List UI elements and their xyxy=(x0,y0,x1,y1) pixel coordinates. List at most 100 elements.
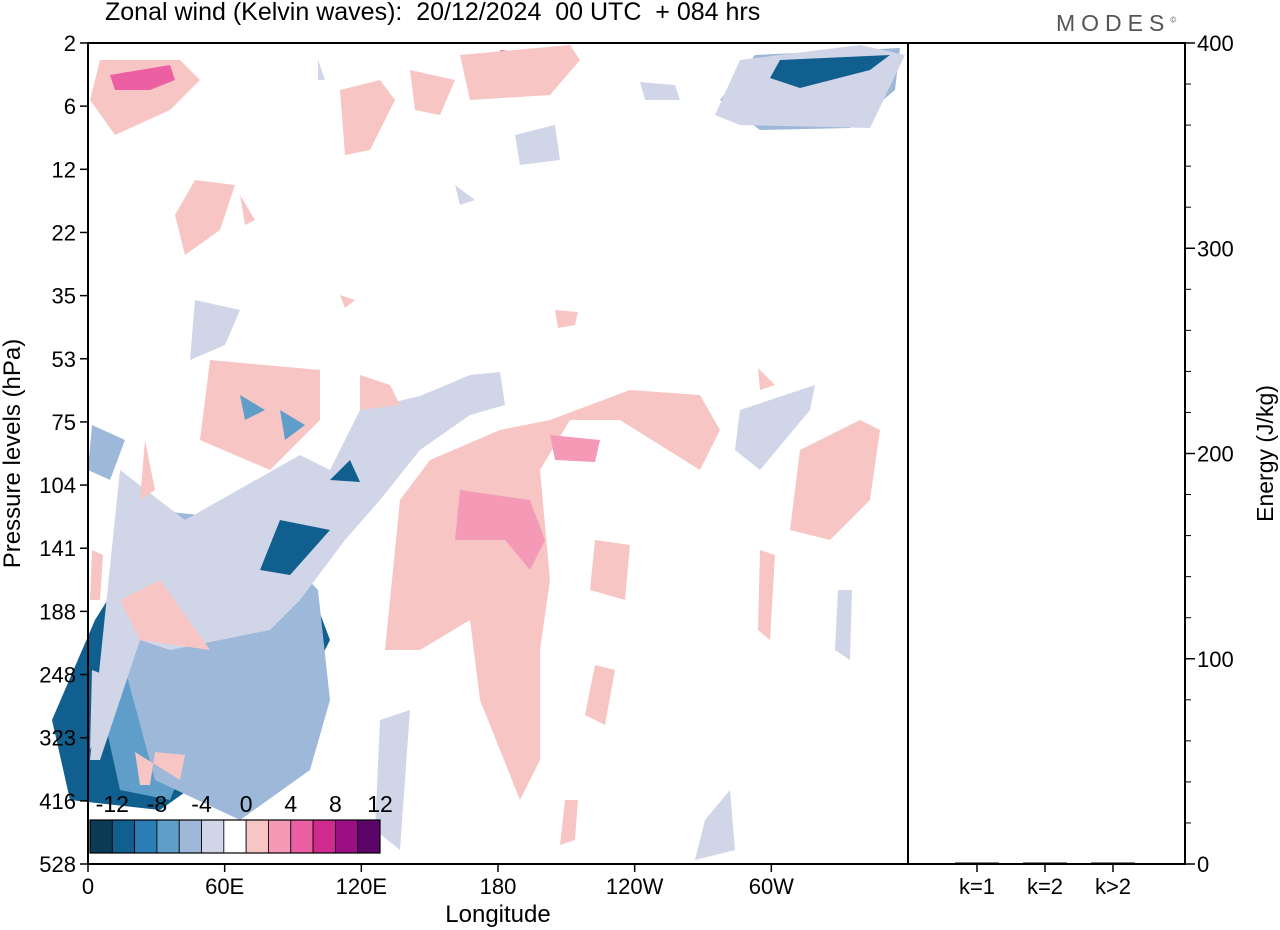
y-tick-label: 323 xyxy=(39,726,76,751)
colorbar-label: 12 xyxy=(367,791,393,817)
colorbar-label: 0 xyxy=(240,791,253,817)
contour-region xyxy=(790,420,880,540)
x-tick-label: 180 xyxy=(480,874,517,899)
colorbar-swatch xyxy=(268,819,292,854)
colorbar-swatch xyxy=(111,819,136,854)
colorbar-swatch xyxy=(156,819,180,854)
contour-region xyxy=(240,395,265,420)
colorbar-swatch xyxy=(89,819,113,854)
energy-tick-label: 400 xyxy=(1197,31,1234,56)
x-tick-label: 120E xyxy=(336,874,387,899)
energy-axis-label: Energy (J/kg) xyxy=(1252,385,1278,522)
energy-bar xyxy=(955,862,999,864)
y-tick-label: 35 xyxy=(52,284,76,309)
energy-tick-label: 300 xyxy=(1197,236,1234,261)
axes: 0 60E 120E 180 120W 60W 2 6 12 22 35 53 75 104 141 188 2… xyxy=(0,31,1278,928)
x-tick-label: 60W xyxy=(749,874,794,899)
colorbar-swatch xyxy=(223,819,247,854)
contour-fields xyxy=(52,45,905,860)
energy-category-label: k>2 xyxy=(1095,874,1131,899)
y-axis-label: Pressure levels (hPa) xyxy=(0,339,26,568)
y-tick-label: 75 xyxy=(52,410,76,435)
colorbar-swatch xyxy=(134,819,158,854)
contour-region xyxy=(90,550,103,600)
energy-category-label: k=2 xyxy=(1027,874,1063,899)
y-tick-label: 12 xyxy=(52,157,76,182)
colorbar-swatch xyxy=(290,819,314,854)
energy-bar xyxy=(1023,862,1067,864)
contour-region xyxy=(385,390,720,800)
y-tick-label: 6 xyxy=(64,94,76,119)
contour-region xyxy=(835,590,852,660)
colorbar-swatch xyxy=(201,819,225,854)
y-tick-label: 416 xyxy=(39,789,76,814)
y-tick-label: 248 xyxy=(39,663,76,688)
contour-region xyxy=(375,710,410,850)
colorbar-swatch xyxy=(357,819,381,854)
y-tick-label: 528 xyxy=(39,852,76,877)
contour-region xyxy=(410,70,455,115)
contour-region xyxy=(360,375,400,410)
chart-title: Zonal wind (Kelvin waves): 20/12/2024 00… xyxy=(105,0,761,26)
colorbar: -12 -8 -4 0 4 8 12 xyxy=(89,791,393,854)
contour-region xyxy=(590,540,630,600)
colorbar-label: 8 xyxy=(329,791,342,817)
contour-region xyxy=(90,670,118,750)
colorbar-swatch xyxy=(245,819,269,854)
contour-region xyxy=(318,60,325,80)
contour-region xyxy=(280,410,305,440)
contour-region xyxy=(455,185,475,205)
y-tick-label: 188 xyxy=(39,599,76,624)
contour-region xyxy=(758,550,775,640)
contour-region xyxy=(758,368,775,390)
energy-tick-label: 0 xyxy=(1197,852,1209,877)
contour-region xyxy=(555,310,578,328)
contour-region xyxy=(330,460,360,482)
y-tick-label: 104 xyxy=(39,473,76,498)
energy-tick-label: 100 xyxy=(1197,647,1234,672)
energy-frame xyxy=(907,42,1186,865)
contour-region xyxy=(560,800,578,845)
contour-region xyxy=(240,195,255,225)
contour-region xyxy=(460,45,580,100)
contour-region xyxy=(140,440,155,500)
colorbar-label: -12 xyxy=(96,791,129,817)
x-tick-label: 120W xyxy=(606,874,664,899)
contour-region xyxy=(135,752,185,785)
contour-region xyxy=(125,72,170,85)
contour-region xyxy=(585,665,615,725)
y-tick-label: 2 xyxy=(64,31,76,56)
energy-bar xyxy=(1091,862,1135,864)
contour-region xyxy=(695,790,735,860)
contour-region xyxy=(260,520,330,575)
contour-region xyxy=(340,80,395,155)
contour-region xyxy=(455,490,545,570)
y-tick-label: 53 xyxy=(52,347,76,372)
contour-region xyxy=(88,425,125,480)
contour-region xyxy=(200,360,320,470)
energy-tick-label: 200 xyxy=(1197,442,1234,467)
colorbar-swatch xyxy=(334,819,359,854)
colorbar-label: -4 xyxy=(191,791,212,817)
x-tick-label: 60E xyxy=(205,874,244,899)
contour-region xyxy=(340,295,355,308)
y-tick-label: 141 xyxy=(39,536,76,561)
colorbar-frame xyxy=(89,819,381,854)
y-tick-label: 22 xyxy=(52,220,76,245)
contour-region xyxy=(190,300,240,360)
x-tick-label: 0 xyxy=(82,874,94,899)
contour-region xyxy=(770,55,890,88)
energy-bars: k=1 k=2 k>2 xyxy=(955,862,1135,899)
modes-logo: MODES© xyxy=(1056,10,1177,36)
colorbar-swatch xyxy=(178,819,202,854)
colorbar-label: -8 xyxy=(147,791,167,817)
contour-region xyxy=(550,435,600,462)
contour-region xyxy=(515,125,560,165)
contour-region xyxy=(120,580,210,650)
contour-region xyxy=(640,82,680,100)
contour-region xyxy=(175,180,235,255)
colorbar-label: 4 xyxy=(284,791,297,817)
x-axis-label: Longitude xyxy=(445,901,550,928)
contour-region xyxy=(735,385,815,470)
